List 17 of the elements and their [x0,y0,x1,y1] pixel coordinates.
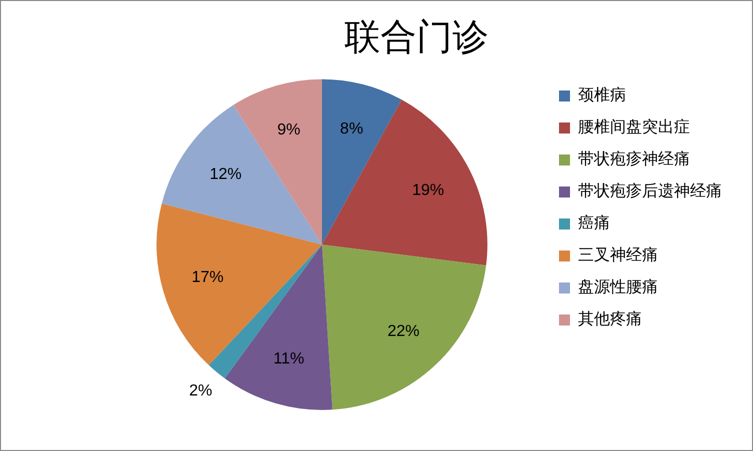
legend-label: 三叉神经痛 [578,245,658,264]
data-label: 19% [412,182,444,199]
chart-title: 联合门诊 [344,16,488,58]
data-label: 11% [273,350,304,368]
legend-label: 带状疱疹后遗神经痛 [578,181,722,200]
data-label: 12% [210,166,242,184]
legend-label: 带状疱疹神经痛 [578,149,690,168]
legend-label: 颈椎病 [578,85,626,104]
legend-label: 腰椎间盘突出症 [578,117,690,136]
legend-label: 癌痛 [578,213,610,232]
data-label: 17% [192,269,224,286]
data-label: 9% [277,122,300,139]
data-label: 8% [340,120,364,138]
data-label: 2% [189,382,212,400]
legend-label: 其他疼痛 [578,309,642,328]
data-label: 22% [388,322,420,340]
legend-label: 盘源性腰痛 [578,277,658,296]
